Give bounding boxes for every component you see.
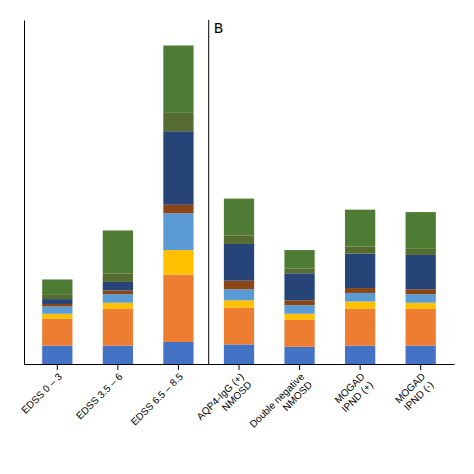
bar-segment [345, 288, 375, 293]
bar-segment [406, 309, 436, 346]
x-tick-label-line: EDSS 0 – 3 [19, 371, 64, 416]
x-tick-mark [117, 364, 118, 370]
bar-segment [163, 250, 193, 275]
x-tick: EDSS 6.5 – 8.5 [129, 364, 186, 427]
bar-segment [284, 273, 314, 300]
bar-segment [406, 303, 436, 309]
series-6 [42, 113, 436, 299]
bar-segment [406, 289, 436, 294]
bar-segment [163, 342, 193, 364]
bar-segment [345, 254, 375, 288]
x-tick: EDSS 0 – 3 [19, 364, 64, 416]
bar-segment [163, 213, 193, 250]
x-tick: EDSS 3.5 – 6 [74, 364, 125, 422]
bar-segment [103, 230, 133, 273]
series-7 [42, 45, 436, 294]
x-tick-mark [360, 364, 361, 370]
bar-segment [42, 319, 72, 346]
bar-segment [224, 300, 254, 307]
series-1 [42, 275, 436, 347]
x-axis: EDSS 0 – 3EDSS 3.5 – 6EDSS 6.5 – 8.5AQP4… [19, 364, 454, 438]
bar-segment [42, 299, 72, 304]
x-tick: MOGADIPND (+) [331, 364, 375, 415]
x-tick-mark [420, 364, 421, 370]
bar-segment [224, 344, 254, 364]
bar-segment [345, 302, 375, 309]
y-axis [24, 21, 25, 365]
x-tick-label-line: EDSS 3.5 – 6 [74, 371, 125, 422]
bar-segment [224, 235, 254, 244]
x-tick-mark [299, 364, 300, 370]
x-tick-label-line: IPND (-) [402, 379, 436, 413]
bar-segment [406, 255, 436, 289]
x-tick-label-line: IPND (+) [339, 379, 374, 414]
bar-segment [284, 347, 314, 364]
bar-segment [284, 250, 314, 268]
x-tick: Double negativeNMOSD [247, 364, 314, 438]
series-0 [42, 342, 436, 364]
bar-segment [284, 305, 314, 314]
chart-svg: EDSS 0 – 3EDSS 3.5 – 6EDSS 6.5 – 8.5AQP4… [0, 0, 474, 474]
x-tick-mark [178, 364, 179, 370]
x-tick-mark [239, 364, 240, 370]
bar-segment [103, 282, 133, 291]
x-tick-label: AQP4-IgG (+)NMOSD [194, 371, 253, 430]
bar-segment [406, 346, 436, 364]
x-tick-label: Double negativeNMOSD [247, 371, 314, 438]
bar-segment [345, 309, 375, 346]
x-tick: MOGADIPND (-) [393, 364, 436, 414]
y-axis-line [24, 21, 25, 365]
bar-segment [163, 131, 193, 205]
bar-segment [103, 309, 133, 346]
bars [42, 45, 436, 364]
bar-segment [284, 314, 314, 320]
bar-segment [163, 113, 193, 131]
bar-segment [406, 212, 436, 249]
bar-segment [284, 320, 314, 347]
x-tick-label: EDSS 0 – 3 [19, 371, 64, 416]
bar-segment [224, 281, 254, 290]
bar-segment [345, 293, 375, 302]
bar-segment [42, 294, 72, 299]
bar-segment [42, 346, 72, 364]
bar-segment [103, 273, 133, 282]
bar-segment [42, 279, 72, 294]
bar-segment [42, 304, 72, 306]
x-tick: AQP4-IgG (+)NMOSD [194, 364, 253, 430]
bar-segment [224, 289, 254, 300]
bar-segment [103, 290, 133, 294]
bar-segment [406, 294, 436, 303]
bar-segment [284, 268, 314, 273]
bar-segment [345, 246, 375, 253]
x-tick-label: EDSS 3.5 – 6 [74, 371, 125, 422]
bar-segment [163, 45, 193, 112]
bar-segment [406, 249, 436, 255]
bar-segment [345, 210, 375, 247]
panel-label: B [214, 20, 224, 36]
bar-segment [224, 244, 254, 281]
x-tick-label-line: EDSS 6.5 – 8.5 [129, 371, 186, 428]
plot-area: EDSS 0 – 3EDSS 3.5 – 6EDSS 6.5 – 8.5AQP4… [19, 20, 454, 438]
bar-segment [42, 306, 72, 313]
x-tick-label: MOGADIPND (+) [331, 371, 375, 415]
bar-segment [42, 314, 72, 319]
divider-line [208, 20, 209, 364]
bar-segment [163, 205, 193, 214]
x-tick-label-line: NMOSD [280, 379, 314, 413]
bar-segment [103, 346, 133, 364]
series-5 [42, 131, 436, 304]
bar-segment [284, 300, 314, 305]
x-tick-label: EDSS 6.5 – 8.5 [129, 371, 186, 428]
chart-container: EDSS 0 – 3EDSS 3.5 – 6EDSS 6.5 – 8.5AQP4… [0, 0, 474, 474]
bar-segment [345, 346, 375, 364]
bar-segment [224, 308, 254, 345]
bar-segment [224, 199, 254, 236]
x-tick-label: MOGADIPND (-) [393, 371, 436, 414]
x-tick-label-line: NMOSD [220, 379, 254, 413]
x-tick-mark [57, 364, 58, 370]
bar-segment [163, 275, 193, 342]
bar-segment [103, 303, 133, 309]
bar-segment [103, 294, 133, 303]
